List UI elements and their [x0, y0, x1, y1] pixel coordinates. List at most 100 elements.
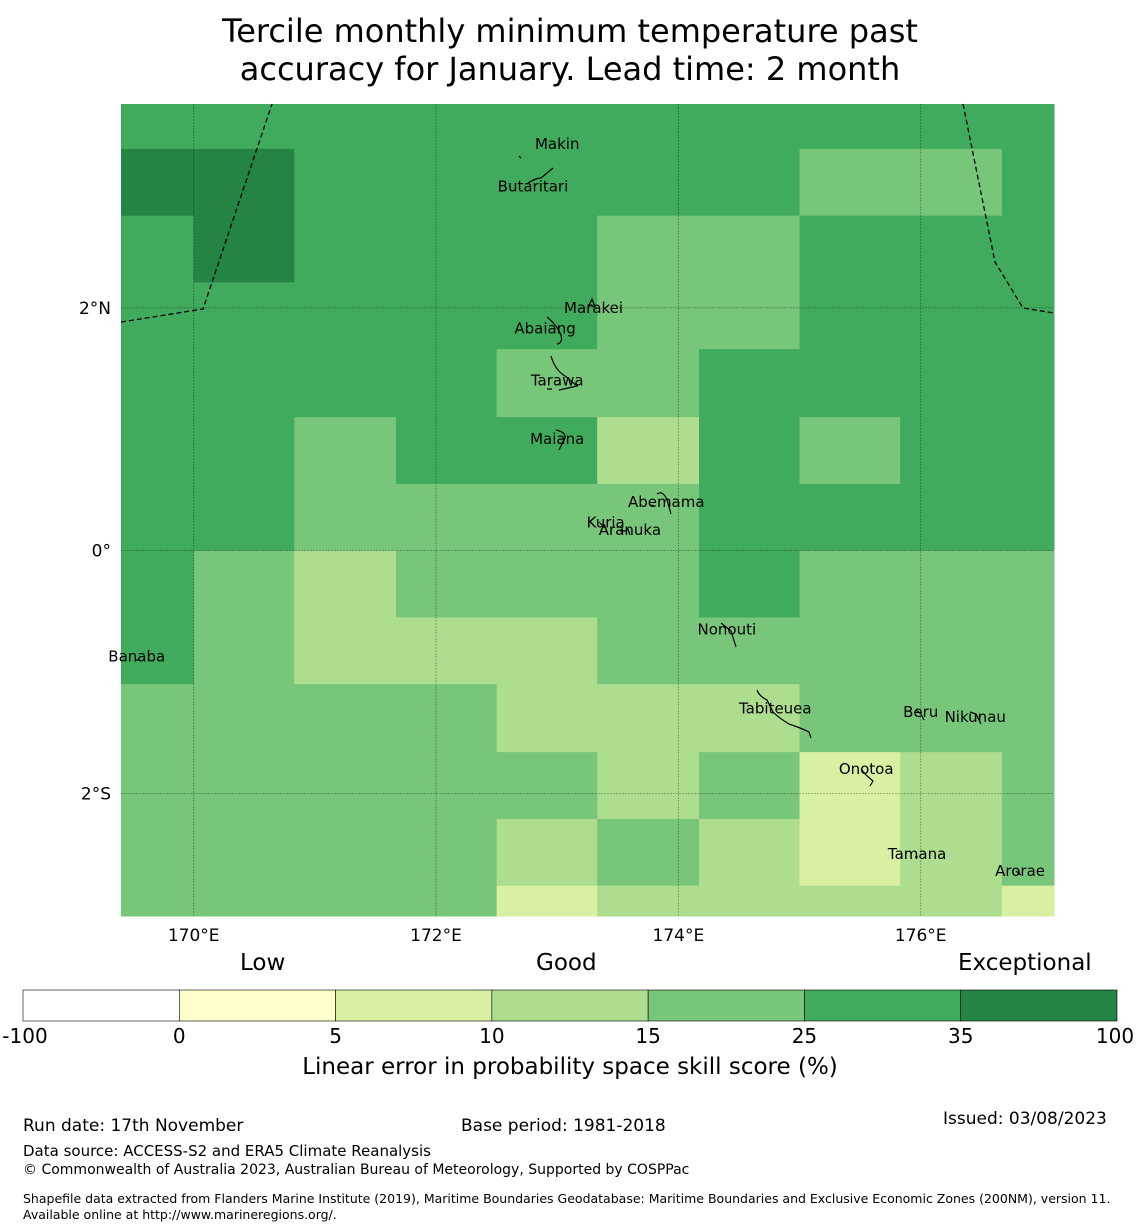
skill-cell: [396, 417, 498, 485]
skill-cell: [799, 617, 901, 685]
island-label: Onotoa: [839, 760, 894, 778]
skill-cell: [294, 215, 397, 283]
coastline-tabiteuea: [756, 689, 812, 739]
skill-cell: [1001, 417, 1055, 485]
skill-cell: [496, 684, 598, 753]
skill-cell: [121, 349, 195, 418]
category-good-label: Good: [536, 950, 597, 976]
colorbar-segment: [22, 989, 180, 1022]
skill-cell: [799, 483, 901, 552]
island-label: Marakei: [564, 299, 623, 317]
x-tick-label: 170°E: [168, 926, 220, 946]
colorbar-segment: [335, 989, 493, 1022]
skill-cell: [698, 885, 801, 917]
map-title-line-2: accuracy for January. Lead time: 2 month: [239, 50, 901, 88]
coastline-onotoa: [860, 768, 874, 787]
island-label: Tabiteuea: [738, 699, 812, 717]
coastline-arorae: [1015, 870, 1022, 876]
skill-cell: [294, 617, 397, 685]
eez-boundary-west: [120, 103, 273, 323]
skill-cell: [294, 684, 397, 753]
skill-cell: [597, 282, 700, 350]
skill-cell: [294, 483, 397, 552]
skill-cell: [121, 818, 195, 887]
skill-cell: [121, 282, 195, 350]
coastline-tarawa: [547, 355, 579, 391]
skill-cell: [193, 752, 295, 820]
island-label: Beru: [903, 703, 938, 721]
skill-cell: [396, 684, 498, 753]
skill-cell: [193, 282, 295, 350]
skill-cell: [799, 215, 901, 283]
island-label: Nikunau: [945, 708, 1006, 726]
copyright: © Commonwealth of Australia 2023, Austra…: [23, 1162, 690, 1178]
axis-ticks: 170°E 172°E 174°E 176°E 2°N 0° 2°S: [79, 299, 947, 946]
colorbar-segment: [178, 989, 336, 1022]
skill-cell: [193, 684, 295, 753]
skill-cell: [900, 215, 1003, 283]
colorbar-segments: [22, 989, 1118, 1022]
skill-cell: [496, 752, 598, 820]
island-label: Abaiang: [514, 320, 575, 338]
skill-cell: [1001, 684, 1055, 753]
colorbar: [22, 989, 1118, 1022]
colorbar-segment: [960, 989, 1118, 1022]
skill-cell: [799, 417, 901, 485]
colorbar-tick-label: 10: [479, 1024, 505, 1048]
skill-cell: [799, 684, 901, 753]
island-labels: Makin Butaritari Marakei Abaiang Tarawa Maian…: [108, 135, 1045, 880]
skill-cell: [900, 617, 1003, 685]
skill-cell: [597, 550, 700, 618]
skill-cell: [900, 752, 1003, 820]
skill-cell: [698, 752, 801, 820]
skill-cell: [900, 349, 1003, 418]
skill-cell: [121, 617, 195, 685]
x-tick-label: 172°E: [410, 926, 462, 946]
skill-cell: [193, 483, 295, 552]
skill-cell: [1001, 215, 1055, 283]
coastline-abaiang: [546, 316, 563, 345]
skill-cell: [597, 104, 700, 150]
skill-cell: [294, 417, 397, 485]
island-label: Kuria: [587, 514, 625, 532]
skill-cell: [496, 282, 598, 350]
skill-cell: [496, 104, 598, 150]
skill-cell: [799, 349, 901, 418]
island-label: Makin: [535, 135, 580, 153]
skill-cell: [900, 550, 1003, 618]
skill-cell: [698, 818, 801, 887]
coastline-abemama: [650, 492, 672, 515]
skill-cell: [496, 349, 598, 418]
colorbar-segment: [647, 989, 805, 1022]
skill-cell: [1001, 148, 1055, 217]
skill-cell: [900, 885, 1003, 917]
skill-cell: [1001, 104, 1055, 150]
colorbar-tick-label: 15: [635, 1024, 661, 1048]
skill-cell: [597, 885, 700, 917]
skill-cell: [396, 483, 498, 552]
skill-cell: [1001, 483, 1055, 552]
skill-cell: [597, 818, 700, 887]
skill-cell: [396, 617, 498, 685]
skill-cell: [396, 550, 498, 618]
skill-cell: [294, 349, 397, 418]
colorbar-tick-label: 35: [947, 1024, 974, 1048]
colorbar-segment: [804, 989, 962, 1022]
skill-map: Makin Butaritari Marakei Abaiang Tarawa Maian…: [79, 103, 1055, 946]
skill-cell: [597, 349, 700, 418]
coastline-marakei: [588, 297, 597, 308]
island-label: Abemama: [628, 493, 705, 511]
skill-cell: [294, 104, 397, 150]
run-date: Run date: 17th November: [23, 1116, 244, 1136]
coastline-nonouti: [720, 622, 737, 648]
skill-cell: [496, 417, 598, 485]
skill-cell: [1001, 752, 1055, 820]
skill-cell: [698, 684, 801, 753]
skill-cell: [698, 104, 801, 150]
skill-cell: [496, 885, 598, 917]
eez-boundaries: [120, 103, 1055, 323]
y-tick-label: 0°: [92, 542, 111, 562]
skill-cell: [121, 885, 195, 917]
coastline-kuria: [598, 521, 631, 536]
skill-cell: [799, 282, 901, 350]
